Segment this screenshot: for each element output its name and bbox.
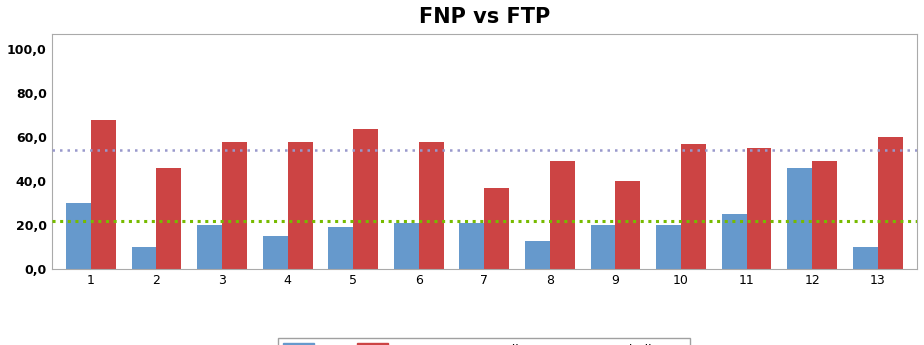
Bar: [131, 247, 156, 269]
Bar: [197, 225, 222, 269]
Bar: [66, 203, 91, 269]
Bar: [853, 247, 878, 269]
Bar: [681, 144, 706, 269]
Bar: [590, 225, 615, 269]
Bar: [156, 168, 181, 269]
Bar: [525, 240, 550, 269]
Bar: [287, 142, 312, 269]
Legend: FNP, FTP, promedio FNP, prmiedio FTP: FNP, FTP, promedio FNP, prmiedio FTP: [278, 338, 690, 345]
Bar: [394, 223, 419, 269]
Bar: [812, 161, 837, 269]
Title: FNP vs FTP: FNP vs FTP: [419, 7, 550, 27]
Bar: [615, 181, 640, 269]
Bar: [656, 225, 681, 269]
Bar: [328, 227, 353, 269]
Bar: [262, 236, 287, 269]
Bar: [878, 137, 903, 269]
Bar: [419, 142, 444, 269]
Bar: [353, 129, 378, 269]
Bar: [484, 188, 509, 269]
Bar: [459, 223, 484, 269]
Bar: [550, 161, 575, 269]
Bar: [787, 168, 812, 269]
Bar: [747, 148, 772, 269]
Bar: [91, 120, 116, 269]
Bar: [722, 214, 747, 269]
Bar: [222, 142, 247, 269]
